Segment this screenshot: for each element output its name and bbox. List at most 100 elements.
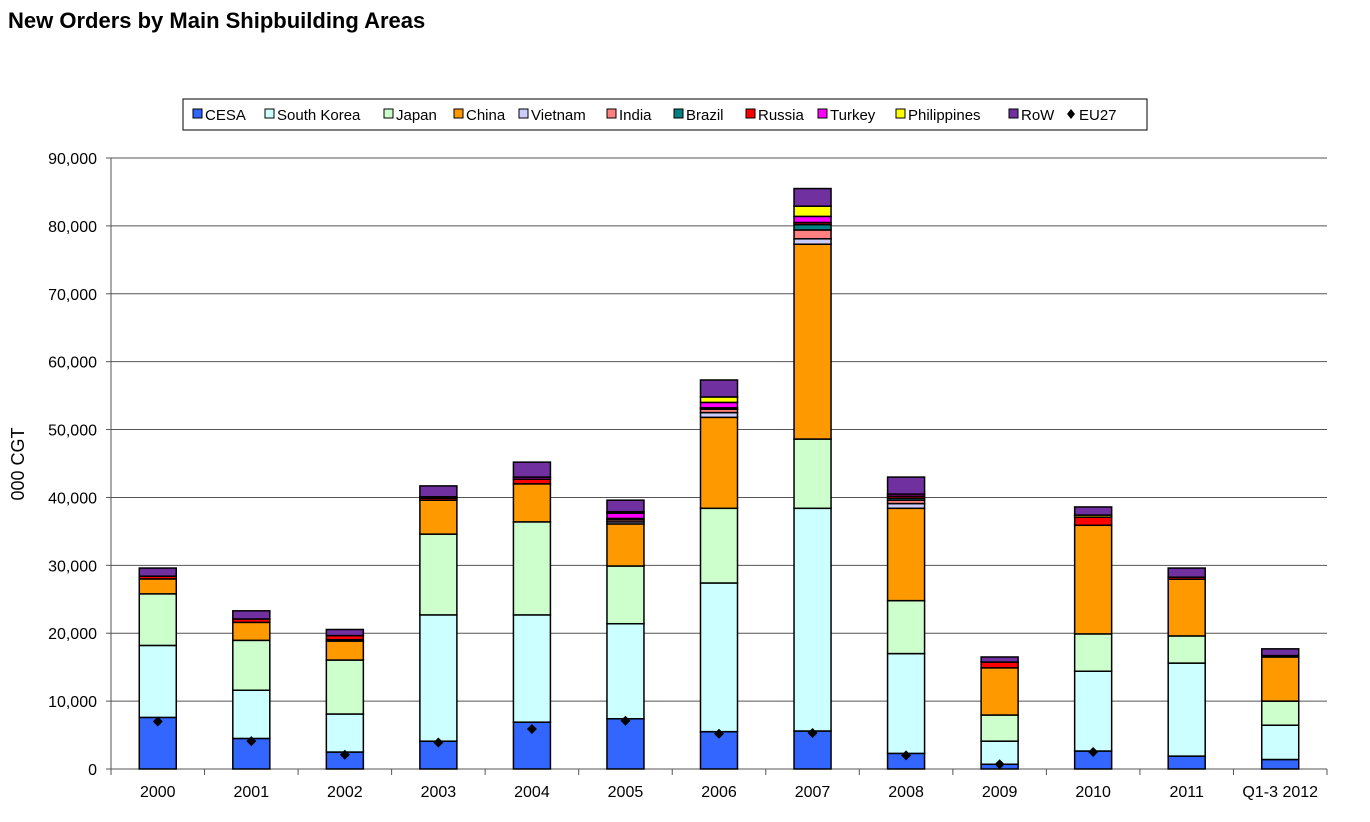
bar-segment-south-korea bbox=[512, 614, 552, 723]
bar-segment-brazil bbox=[793, 223, 832, 231]
bar-segment-row bbox=[1167, 567, 1206, 578]
bar-segment-russia bbox=[1073, 516, 1113, 527]
bar-segment-cesa bbox=[606, 718, 645, 770]
bar-segment-row bbox=[138, 567, 178, 577]
bar-segment-japan bbox=[512, 521, 552, 616]
eu27-marker bbox=[152, 716, 163, 727]
eu27-marker bbox=[246, 736, 257, 747]
bar-segment-cesa bbox=[1260, 758, 1300, 770]
bar-segment-south-korea bbox=[325, 713, 365, 753]
legend-label-south-korea: South Korea bbox=[277, 107, 361, 124]
y-tick-label: 90,000 bbox=[48, 151, 97, 168]
bar-segment-south-korea bbox=[1260, 724, 1300, 761]
bar-segment-japan bbox=[793, 438, 832, 510]
bar-segment-china bbox=[1260, 656, 1300, 702]
legend-swatch-south-korea bbox=[264, 108, 275, 119]
eu27-marker bbox=[620, 715, 631, 726]
bar-segment-japan bbox=[1260, 700, 1300, 726]
x-tick-label: 2005 bbox=[608, 784, 644, 801]
x-tick-label: 2008 bbox=[888, 784, 924, 801]
legend-swatch-china bbox=[453, 108, 464, 119]
bar-segment-china bbox=[1167, 578, 1206, 637]
x-tick-label: 2004 bbox=[514, 784, 550, 801]
bar-segment-india bbox=[793, 229, 832, 240]
y-tick-label: 10,000 bbox=[48, 694, 97, 711]
bar-segment-south-korea bbox=[232, 689, 271, 740]
bar-segment-row bbox=[325, 628, 365, 637]
bar-segment-china bbox=[886, 507, 926, 602]
bar-segment-china bbox=[138, 578, 178, 595]
bar-segment-row bbox=[886, 476, 926, 495]
bar-segment-china bbox=[606, 523, 645, 567]
bar-segment-china bbox=[419, 499, 458, 535]
bar-segment-south-korea bbox=[793, 507, 832, 732]
legend-swatch-philippines bbox=[895, 108, 906, 119]
legend-swatch-russia bbox=[745, 108, 756, 119]
x-tick-label: 2009 bbox=[982, 784, 1018, 801]
bar-segment-row bbox=[232, 610, 271, 620]
y-tick-label: 0 bbox=[88, 762, 97, 779]
chart-title: New Orders by Main Shipbuilding Areas bbox=[8, 8, 426, 33]
y-tick-label: 30,000 bbox=[48, 558, 97, 575]
bar-segment-row bbox=[512, 461, 552, 478]
bar-segment-china bbox=[793, 243, 832, 440]
legend-swatch-cesa bbox=[192, 108, 203, 119]
y-tick-label: 50,000 bbox=[48, 423, 97, 440]
y-tick-label: 70,000 bbox=[48, 287, 97, 304]
bar-segment-japan bbox=[138, 593, 178, 647]
bar-segment-south-korea bbox=[699, 582, 739, 733]
eu27-marker bbox=[901, 750, 912, 761]
bar-segment-south-korea bbox=[1167, 662, 1206, 757]
x-tick-label: 2007 bbox=[795, 784, 831, 801]
bar-segment-china bbox=[325, 640, 365, 661]
bar-segment-china bbox=[699, 416, 739, 510]
bar-segment-turkey bbox=[793, 215, 832, 224]
bar-segment-turkey bbox=[699, 401, 739, 409]
bar-segment-south-korea bbox=[606, 622, 645, 720]
y-tick-label: 20,000 bbox=[48, 626, 97, 643]
bar-segment-china bbox=[512, 483, 552, 523]
y-tick-label: 80,000 bbox=[48, 219, 97, 236]
bar-segment-row bbox=[606, 499, 645, 513]
bar-segment-japan bbox=[699, 507, 739, 584]
legend-label-india: India bbox=[619, 107, 652, 124]
bar-segment-row bbox=[980, 656, 1019, 663]
bar-segment-japan bbox=[886, 599, 926, 655]
bar-segment-japan bbox=[606, 565, 645, 625]
legend-swatch-eu27 bbox=[1067, 109, 1075, 119]
bar-segment-japan bbox=[232, 639, 271, 691]
eu27-marker bbox=[994, 759, 1005, 770]
legend-label-japan: Japan bbox=[396, 107, 437, 124]
bar-segment-japan bbox=[1167, 635, 1206, 664]
legend-swatch-brazil bbox=[673, 108, 684, 119]
bar-segment-row bbox=[793, 187, 832, 207]
x-tick-label: Q1-3 2012 bbox=[1242, 784, 1318, 801]
legend-label-vietnam: Vietnam bbox=[531, 107, 586, 124]
eu27-marker bbox=[526, 723, 537, 734]
eu27-marker bbox=[433, 737, 444, 748]
x-tick-label: 2006 bbox=[701, 784, 737, 801]
bar-segment-turkey bbox=[606, 512, 645, 520]
legend-label-row: RoW bbox=[1021, 107, 1055, 124]
legend-swatch-india bbox=[606, 108, 617, 119]
legend-swatch-japan bbox=[383, 108, 394, 119]
eu27-marker bbox=[807, 728, 818, 739]
eu27-marker bbox=[339, 749, 350, 760]
y-tick-label: 40,000 bbox=[48, 490, 97, 507]
x-tick-label: 2003 bbox=[421, 784, 457, 801]
bar-segment-south-korea bbox=[138, 644, 178, 719]
x-tick-label: 2001 bbox=[234, 784, 270, 801]
x-tick-label: 2011 bbox=[1169, 784, 1204, 801]
bar-segment-row bbox=[699, 379, 739, 398]
eu27-marker bbox=[1088, 747, 1099, 758]
legend-label-eu27: EU27 bbox=[1079, 107, 1117, 124]
legend-swatch-row bbox=[1008, 108, 1019, 119]
x-tick-label: 2002 bbox=[327, 784, 363, 801]
bar-segment-russia bbox=[980, 661, 1019, 669]
legend-label-turkey: Turkey bbox=[830, 107, 876, 124]
legend-label-brazil: Brazil bbox=[686, 107, 724, 124]
bar-segment-philippines bbox=[793, 205, 832, 218]
bar-segment-row bbox=[1260, 648, 1300, 657]
bar-segment-japan bbox=[419, 533, 458, 616]
